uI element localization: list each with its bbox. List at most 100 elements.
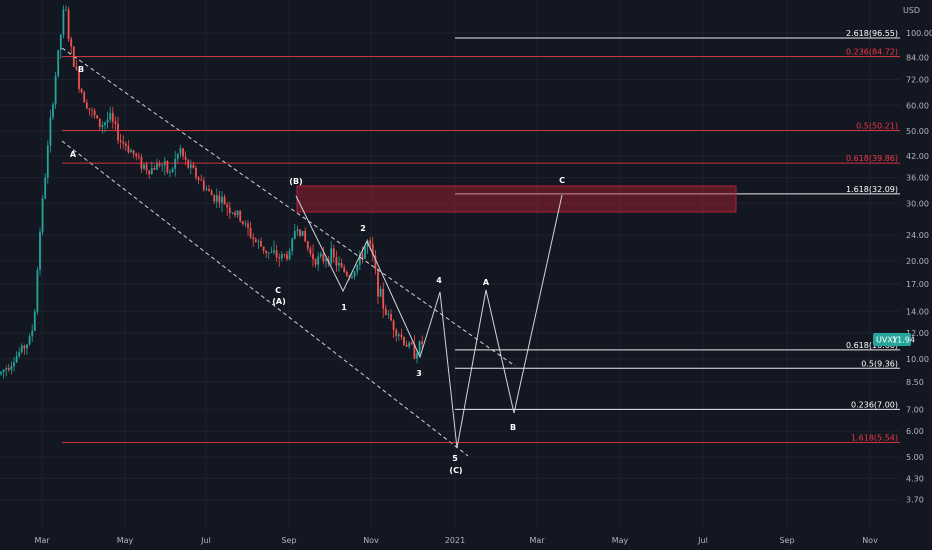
fib-label: 0.236(84.72) — [846, 47, 898, 56]
candle-body — [286, 254, 288, 260]
time-tick-label: Nov — [862, 536, 878, 545]
time-axis[interactable]: Mar May Jul Sep Nov 2021 Mar May Jul Sep Nov — [34, 536, 878, 545]
candle-body — [387, 314, 390, 315]
candle-body — [366, 240, 369, 247]
candle-body — [270, 252, 273, 253]
resistance-zone — [296, 185, 737, 213]
candle-body — [132, 150, 135, 154]
candle-body — [49, 117, 52, 146]
price-tick-label: 130.00 — [906, 0, 932, 1]
wave-label: (B) — [289, 177, 302, 186]
candle-body — [109, 112, 112, 120]
candle-body — [265, 250, 268, 254]
candle-body — [2, 369, 5, 373]
candle-body — [397, 334, 400, 337]
candle-body — [171, 168, 174, 172]
candle-body — [150, 168, 153, 175]
candle-body — [395, 329, 398, 337]
candle-body — [358, 254, 361, 265]
price-tick-label: 30.00 — [906, 199, 929, 208]
candle-body — [114, 121, 117, 124]
candle-body — [62, 9, 65, 35]
last-price-label: 11.94 — [892, 336, 915, 345]
price-axis[interactable]: 130.00 100.00 84.00 72.00 60.00 50.00 42.00 36.… — [906, 0, 932, 505]
wave-label: A — [483, 278, 490, 287]
candle-body — [213, 195, 216, 202]
wave-label: 5 — [452, 454, 458, 463]
time-tick-label: 2021 — [445, 536, 465, 545]
candle-body — [421, 341, 424, 344]
candle-body — [137, 156, 140, 158]
candle-body — [161, 165, 164, 167]
candle-body — [179, 148, 182, 154]
candle-body — [135, 153, 138, 157]
candle-body — [31, 330, 34, 337]
candle-body — [182, 148, 184, 157]
channel-upper — [61, 47, 516, 367]
time-tick-label: Mar — [529, 536, 545, 545]
candle-body — [280, 254, 283, 259]
price-tick-label: 50.00 — [906, 127, 929, 136]
fib-label: 2.618(96.55) — [846, 29, 898, 38]
candle-body — [309, 248, 312, 254]
candle-body — [340, 262, 343, 268]
candle-body — [57, 50, 60, 76]
candle-body — [169, 171, 171, 173]
candle-body — [111, 112, 114, 122]
wave-label: (C) — [449, 466, 462, 475]
candle-body — [88, 108, 91, 110]
candle-body — [231, 212, 234, 214]
fib-label: 1.618(5.54) — [851, 433, 898, 442]
wave-label: B — [78, 65, 84, 74]
grid — [0, 0, 900, 528]
candle-body — [306, 241, 309, 249]
wave-label: B — [510, 423, 516, 432]
candle-body — [374, 255, 377, 270]
candle-body — [39, 232, 41, 270]
wave-labels: A B (B) C (A) 1 2 3 4 5 (C) A B C — [70, 65, 565, 475]
candle-body — [317, 256, 320, 265]
candle-body — [36, 269, 39, 312]
candle-body — [189, 164, 192, 168]
candle-body — [75, 66, 78, 70]
candle-body — [247, 223, 249, 228]
candle-body — [166, 161, 169, 173]
trend-channel — [61, 47, 516, 457]
candle-body — [223, 196, 226, 205]
candle-body — [301, 230, 304, 236]
candle-body — [236, 210, 239, 216]
candle-body — [65, 9, 67, 11]
candle-body — [106, 119, 109, 123]
candle-body — [33, 311, 36, 331]
candle-body — [7, 368, 10, 370]
candle-body — [0, 372, 2, 374]
candle-body — [241, 221, 244, 224]
candle-body — [390, 314, 392, 321]
candle-body — [408, 342, 411, 347]
candle-body — [104, 122, 106, 126]
fib-label: 0.5(9.36) — [861, 359, 898, 368]
candle-body — [278, 257, 281, 259]
candle-body — [174, 159, 177, 169]
candle-body — [54, 75, 57, 105]
candle-body — [330, 248, 333, 264]
candle-body — [156, 163, 158, 170]
price-tick-label: 6.00 — [906, 427, 924, 436]
candle-body — [197, 177, 200, 180]
price-tick-label: 100.00 — [906, 29, 932, 38]
candle-body — [228, 207, 231, 213]
time-tick-label: Jul — [697, 536, 708, 545]
price-tick-label: 3.70 — [906, 496, 924, 505]
candle-body — [91, 109, 93, 111]
candle-body — [239, 210, 242, 222]
fib-label: 1.618(32.09) — [846, 185, 898, 194]
candle-body — [288, 250, 291, 260]
price-tick-label: 42.00 — [906, 152, 929, 161]
candle-body — [10, 366, 13, 370]
candle-body — [335, 257, 338, 266]
candle-body — [80, 88, 83, 93]
candle-body — [351, 276, 353, 278]
candle-body — [262, 246, 265, 251]
candle-body — [13, 362, 15, 367]
